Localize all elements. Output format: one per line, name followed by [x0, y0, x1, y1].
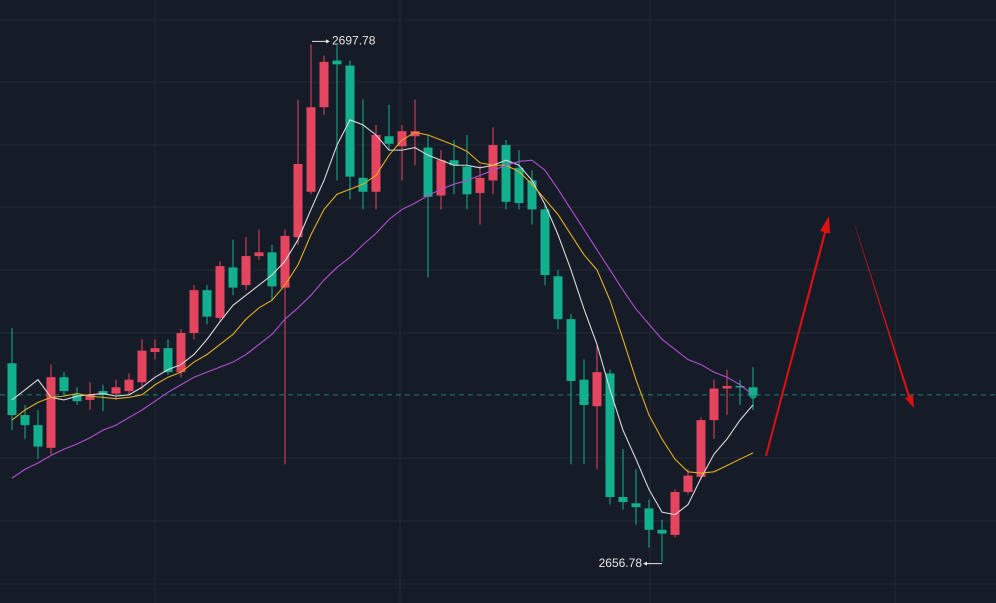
ma-line: [11, 119, 754, 516]
candle-body: [20, 415, 30, 426]
up-arrow: [765, 216, 830, 456]
candle-body: [72, 394, 82, 402]
candle-body: [527, 180, 537, 210]
plot-area: 2697.78 2656.78: [0, 34, 996, 570]
candle-body: [423, 147, 433, 197]
candle-body: [709, 388, 719, 421]
candle-body: [566, 319, 576, 381]
candle-body: [735, 386, 745, 388]
candle-body: [319, 61, 329, 108]
candle-body: [540, 209, 550, 276]
candle-body: [241, 256, 251, 286]
forecast-arrows: [765, 216, 914, 456]
candle-body: [579, 379, 589, 405]
annotation: 2697.78: [332, 34, 376, 48]
annotation: 2656.78: [599, 556, 643, 570]
candle-body: [59, 377, 69, 392]
candle-body: [137, 350, 147, 383]
candle-body: [449, 160, 459, 166]
candle-body: [475, 177, 485, 194]
candle-body: [683, 475, 693, 492]
candle-body: [85, 394, 95, 400]
candle-body: [592, 372, 602, 407]
candle-body: [670, 491, 680, 535]
candle-body: [176, 333, 186, 373]
candle-body: [7, 363, 17, 416]
candle-body: [410, 131, 420, 137]
last-point: [749, 390, 757, 399]
candle-body: [722, 386, 732, 389]
candle-body: [618, 497, 628, 503]
annotation-arrowhead: [643, 561, 647, 566]
candle-body: [46, 377, 56, 448]
candle-body: [202, 290, 212, 317]
candle-body: [98, 391, 108, 395]
ma-line: [11, 159, 754, 479]
candle-body: [33, 425, 43, 447]
candle-body: [306, 107, 316, 192]
candle-body: [228, 267, 238, 288]
candle-body: [189, 290, 199, 334]
candle-body: [215, 266, 225, 318]
candle-body: [358, 177, 368, 192]
candle-body: [384, 136, 394, 144]
candle-body: [371, 134, 381, 192]
candle-body: [605, 373, 615, 498]
candle-body: [332, 60, 342, 65]
candle-body: [657, 529, 667, 534]
annotation-arrowhead: [326, 39, 330, 44]
candle-body: [644, 508, 654, 530]
candle-body: [436, 160, 446, 196]
candle-body: [631, 503, 641, 508]
candle-body: [501, 145, 511, 202]
candle-body: [553, 276, 563, 320]
candle-body: [150, 348, 160, 352]
candle-body: [696, 420, 706, 477]
candle-body: [397, 131, 407, 147]
candle-body: [345, 65, 355, 177]
candle-body: [514, 167, 524, 204]
candle-body: [267, 252, 277, 287]
candle-body: [293, 163, 303, 238]
candle-body: [488, 145, 498, 181]
ma-line: [11, 131, 754, 474]
candle-body: [124, 379, 134, 392]
candle-body: [111, 387, 121, 394]
candle-body: [163, 348, 173, 373]
candle-body: [254, 252, 264, 257]
